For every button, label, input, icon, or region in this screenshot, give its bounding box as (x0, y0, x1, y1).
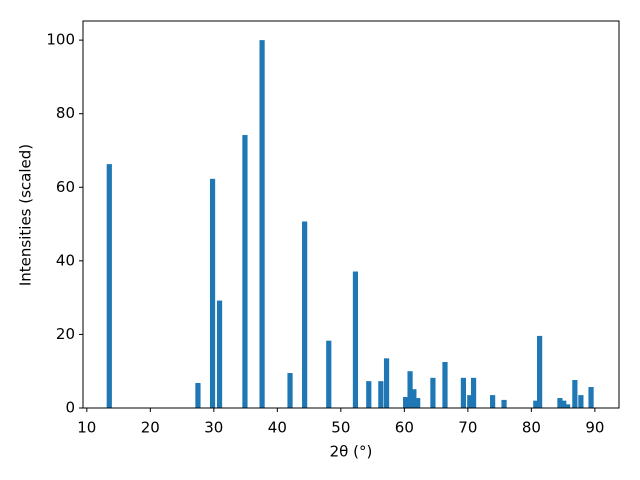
bar (352, 271, 359, 408)
bar (467, 395, 473, 408)
bar (557, 398, 563, 408)
bar (537, 335, 543, 408)
x-tick-label: 90 (585, 419, 604, 437)
bar (326, 340, 332, 408)
axes-frame (82, 20, 620, 409)
bar (366, 381, 372, 408)
bar (383, 358, 390, 408)
plot-area (106, 40, 594, 409)
y-tick-label: 80 (56, 104, 75, 122)
y-tick-label: 0 (65, 399, 75, 417)
x-tick-label: 20 (141, 419, 160, 437)
bar (287, 373, 293, 408)
x-tick-label: 50 (331, 419, 350, 437)
x-tick-label: 70 (458, 419, 477, 437)
x-axis-label: 2θ (°) (330, 443, 373, 461)
bar (572, 380, 578, 408)
bar (501, 399, 507, 408)
x-tick-label: 30 (204, 419, 223, 437)
bar (415, 398, 421, 408)
y-tick-label: 20 (56, 325, 75, 343)
bar (407, 371, 413, 408)
bar (564, 404, 571, 408)
bar (411, 389, 417, 408)
bar (242, 135, 248, 408)
bar (470, 377, 477, 408)
bar (578, 395, 584, 408)
bar (216, 300, 223, 408)
bar (490, 395, 496, 408)
bar (302, 221, 308, 408)
bar (533, 400, 539, 408)
y-tick-label: 60 (56, 178, 75, 196)
x-tick-label: 60 (395, 419, 414, 437)
bar (106, 164, 112, 408)
bar (442, 362, 448, 408)
bar (378, 381, 384, 408)
x-tick-label: 40 (268, 419, 287, 437)
y-axis-label: Intensities (scaled) (17, 144, 35, 286)
bar (209, 178, 216, 408)
bar (588, 387, 594, 408)
bar (460, 377, 467, 408)
bar (403, 396, 409, 408)
bar (259, 40, 265, 409)
y-tick-label: 100 (46, 31, 75, 49)
bar (430, 377, 436, 408)
x-tick-label: 10 (77, 419, 96, 437)
bar (561, 400, 567, 408)
y-tick-label: 40 (56, 251, 75, 269)
bar (195, 382, 201, 408)
x-tick-label: 80 (522, 419, 541, 437)
